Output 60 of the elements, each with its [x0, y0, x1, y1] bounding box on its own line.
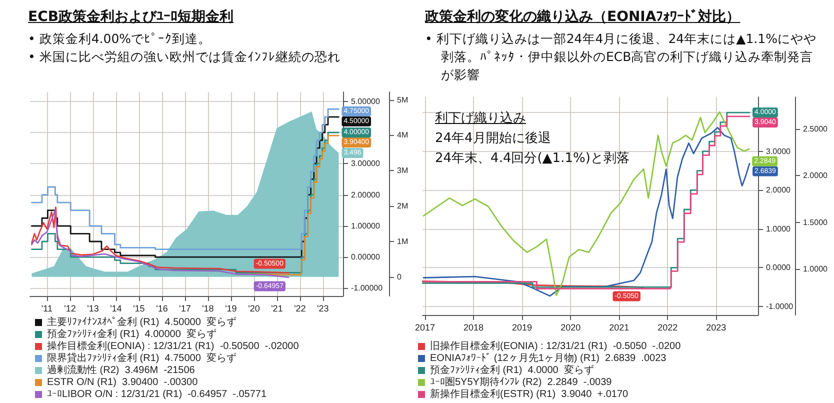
legend-label: 預金ﾌｧｼﾘﾃｨ金利 (R1) 4.00000 変らず [47, 328, 216, 340]
x-tick-label: 2022 [658, 322, 678, 332]
x-tick-label: '23 [317, 304, 329, 314]
y-tick-label: 2.0000 [766, 186, 792, 195]
annotation: 利下げ織り込み [435, 110, 526, 128]
y2-tick-label: 1.5000 [803, 218, 828, 227]
y-tick-label: 0.00000 [351, 252, 380, 262]
y-tick-label: 0.0000 [766, 263, 792, 272]
y-tick-label: 3.00000 [351, 159, 380, 168]
x-tick-label: 2017 [414, 322, 436, 332]
y-tick-label: -1.00000 [351, 284, 384, 293]
y2-tick-label: 4M [397, 130, 408, 140]
x-tick-label: '17 [179, 304, 191, 314]
legend-label: 限界貸出ﾌｧｼﾘﾃｨ金利 (R1) 4.75000 変らず [47, 352, 236, 364]
legend-label: 新操作目標金利(ESTR) (R1) 3.9040 +.0170 [430, 388, 629, 400]
x-tick-label: '16 [156, 304, 168, 314]
chart-subtitle: • 政策金利4.00%でﾋﾟｰｸ到達。 • 米国に比べ労組の強い欧州では賃金ｲﾝﾌﾚ継続の恐れ [28, 30, 342, 66]
legend-label: 操作目標金利(EONIA) : 12/31/21 (R1) -0.50500 -.02000 [47, 340, 300, 352]
legend-label: 旧操作目標金利(EONIA) : 12/31/21 (R1) -0.5050 -.0200 [430, 340, 682, 352]
x-tick-label: '11 [41, 304, 52, 314]
legend-label: ﾕｰﾛLIBOR O/N : 12/31/21 (R1) -0.64957 -.05771 [47, 389, 267, 400]
chart-title: ECB政策金利およびﾕｰﾛ短期金利 [28, 8, 234, 26]
y-tick-label: 5.00000 [351, 96, 380, 106]
x-tick-label: '14 [110, 304, 122, 314]
legend-label: ﾕｰﾛ圏5Y5Y期待ｲﾝﾌﾚ (R2) 2.2849 -.0039 [430, 376, 612, 388]
y2-tick-label: 2M [397, 202, 408, 211]
legend-label: 主要ﾘﾌｧｲﾅﾝｽｵﾍﾟ金利 (R1) 4.50000 変らず [47, 316, 236, 328]
y-tick-label: 1.00000 [351, 221, 380, 230]
x-tick-label: '19 [225, 304, 237, 314]
chart-title: 政策金利の変化の織り込み（EONIAﾌｫﾜｰﾄﾞ対比） [425, 8, 740, 26]
y2-tick-label: 3M [397, 166, 408, 176]
x-tick-label: 2021 [609, 322, 630, 332]
x-tick-label: '22 [294, 304, 306, 314]
x-tick-label: '13 [87, 304, 99, 314]
x-tick-label: 2019 [512, 322, 532, 332]
chart-subtitle: • 利下げ織り込みは一部24年4月に後退、24年末には▲1.1%にやや剥落。ﾊﾟﾈｯﾀ・伊中銀以外のECB高官の利下げ織り込み牽制発言が影響 [425, 30, 818, 84]
legend-label: EONIAﾌｫﾜｰﾄﾞ (12ヶ月先1ヶ月物) (R1) 2.6839 .0023 [430, 352, 667, 364]
y2-tick-label: 0 [397, 272, 402, 282]
x-tick-label: '15 [133, 304, 145, 314]
y-tick-label: -1.0000 [766, 302, 794, 311]
y2-tick-label: 5M [397, 95, 408, 104]
x-tick-label: 2023 [706, 322, 726, 332]
x-tick-label: '20 [248, 304, 260, 314]
x-tick-label: '12 [64, 304, 76, 314]
y2-tick-label: 2.0000 [803, 171, 828, 180]
x-tick-label: 2020 [560, 322, 581, 332]
legend-label: 過剰流動性 (R2) 3.496M -21506 [47, 364, 196, 376]
y-tick-label: 3.0000 [766, 146, 792, 156]
y-tick-label: 2.00000 [351, 190, 380, 200]
annotation: 24年末、4.4回分(▲1.1%)と剥落 [435, 150, 630, 168]
y2-tick-label: 1M [397, 236, 408, 246]
legend-label: 預金ﾌｧｼﾘﾃｨ金利 (R1) 4.0000 変らず [430, 364, 594, 376]
annotation: 24年4月開始に後退 [435, 130, 551, 148]
x-tick-label: '18 [202, 304, 214, 314]
y2-tick-label: 2.5000 [803, 124, 828, 134]
y2-tick-label: 1.0000 [803, 264, 828, 274]
x-tick-label: 2018 [463, 322, 484, 332]
y-tick-label: 1.0000 [766, 224, 792, 234]
legend-label: ESTR O/N (R1) 3.90400 -.00300 [47, 377, 198, 388]
x-tick-label: '21 [271, 304, 283, 314]
